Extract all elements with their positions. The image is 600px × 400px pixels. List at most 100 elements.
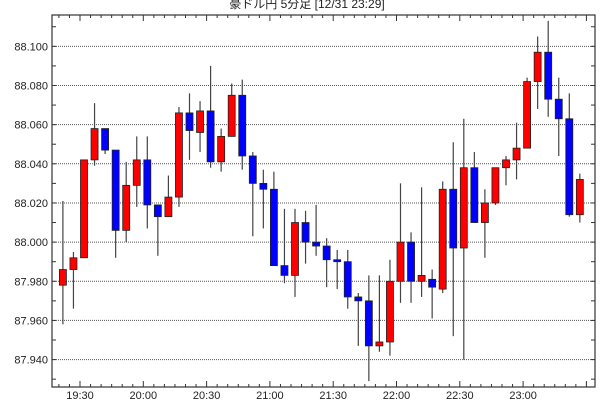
candle-body-up xyxy=(512,147,521,161)
candle-body-down xyxy=(343,261,352,298)
candles xyxy=(59,20,584,382)
x-tick-label: 22:00 xyxy=(383,390,411,400)
candle-body-down xyxy=(248,155,257,184)
chart-title: 豪ドル円 5分足 [12/31 23:29] xyxy=(229,0,384,11)
candle-body-up xyxy=(502,159,510,169)
candle xyxy=(428,269,437,319)
candle-body-up xyxy=(523,81,531,149)
candle xyxy=(470,152,479,223)
candle xyxy=(554,77,563,156)
candle-body-up xyxy=(417,274,426,282)
y-tick-label: 87.960 xyxy=(14,315,48,327)
candle-body-up xyxy=(122,184,131,231)
candle xyxy=(533,36,542,109)
candle-body-up xyxy=(396,241,405,282)
candle-body-down xyxy=(101,128,109,151)
candle-body-down xyxy=(301,222,310,243)
candle-body-down xyxy=(312,241,321,247)
candle-body-up xyxy=(217,135,226,163)
candle xyxy=(206,65,215,168)
y-axis-labels: 87.940 87.960 87.980 88.000 88.020 88.040 88.0… xyxy=(14,41,48,366)
x-tick-label: 21:30 xyxy=(319,390,347,400)
candle-body-up xyxy=(480,202,489,223)
candle xyxy=(322,238,331,288)
candle xyxy=(248,152,257,237)
candle xyxy=(185,93,194,160)
candle-body-down xyxy=(111,149,120,231)
candle-body-up xyxy=(459,167,468,249)
candle xyxy=(407,232,415,303)
candle-body-down xyxy=(185,112,194,131)
candle-body-down xyxy=(322,245,331,261)
plot-frame xyxy=(51,14,596,388)
candle-body-down xyxy=(238,94,247,157)
candle xyxy=(280,208,289,284)
candle xyxy=(269,171,278,267)
candle xyxy=(502,155,510,186)
candle xyxy=(449,142,458,337)
candle-body-down xyxy=(554,98,563,120)
y-tick-label: 88.040 xyxy=(14,159,48,171)
candle xyxy=(364,275,373,382)
candle-body-down xyxy=(354,296,363,302)
candle-body-up xyxy=(132,159,141,186)
candle xyxy=(512,122,521,180)
candle-body-down xyxy=(407,241,415,282)
candle xyxy=(238,79,247,170)
candle xyxy=(333,249,342,290)
candle-body-up xyxy=(69,257,78,270)
candle-body-down xyxy=(544,51,553,100)
candle-body-up xyxy=(80,159,88,259)
candle xyxy=(375,275,384,352)
candle-body-up xyxy=(438,188,447,290)
y-tick-label: 88.060 xyxy=(14,120,48,132)
candle-body-up xyxy=(575,179,584,216)
candle xyxy=(196,101,204,153)
y-tick-label: 88.020 xyxy=(14,198,48,210)
candle-body-down xyxy=(449,188,458,249)
candle xyxy=(459,118,468,360)
candle xyxy=(153,204,162,256)
grid-lines xyxy=(52,45,595,361)
candle xyxy=(301,210,310,264)
candle xyxy=(80,159,88,259)
candle-body-up xyxy=(375,341,384,347)
candle-body-down xyxy=(269,188,278,267)
candle-body-up xyxy=(386,280,394,343)
candle xyxy=(575,173,584,223)
candle xyxy=(491,167,500,205)
axis-ticks xyxy=(52,15,595,387)
candle xyxy=(386,259,394,356)
candle xyxy=(544,20,553,117)
candle-body-up xyxy=(227,94,236,137)
candle-body-up xyxy=(196,110,204,133)
x-tick-label: 23:00 xyxy=(509,390,537,400)
x-tick-label: 19:30 xyxy=(66,390,94,400)
candle-body-down xyxy=(206,110,215,163)
candle xyxy=(164,175,173,218)
candle-body-down xyxy=(364,300,373,347)
candle-body-up xyxy=(491,167,500,204)
candle xyxy=(438,181,447,294)
x-tick-label: 22:30 xyxy=(446,390,474,400)
candle xyxy=(259,169,268,229)
y-tick-label: 87.940 xyxy=(14,355,48,367)
candle xyxy=(143,136,152,229)
y-tick-label: 88.080 xyxy=(14,80,48,92)
candle xyxy=(132,136,141,207)
candle xyxy=(417,187,426,297)
candle xyxy=(227,83,236,137)
candle-body-up xyxy=(90,128,99,161)
candle-body-up xyxy=(175,112,183,198)
candle-body-down xyxy=(280,265,289,276)
x-tick-label: 20:30 xyxy=(193,390,221,400)
candle-body-down xyxy=(333,259,342,263)
candle xyxy=(175,107,183,207)
candle xyxy=(523,77,531,149)
candle xyxy=(354,293,363,346)
candle xyxy=(101,128,109,155)
x-tick-label: 20:00 xyxy=(130,390,158,400)
y-tick-label: 87.980 xyxy=(14,276,48,288)
candle xyxy=(90,103,99,166)
